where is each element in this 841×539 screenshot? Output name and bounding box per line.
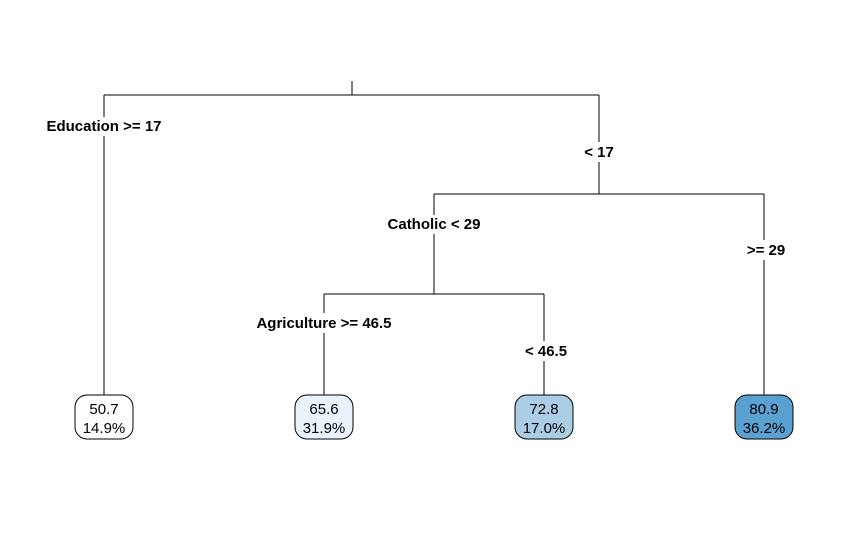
split-label-catholic-left: Catholic < 29	[388, 216, 481, 233]
split-label-education-right: < 17	[584, 144, 614, 161]
split-label-education-left: Education >= 17	[46, 118, 161, 135]
leaf-node: 72.8 17.0%	[514, 394, 574, 440]
split-label-agriculture-left: Agriculture >= 46.5	[256, 315, 391, 332]
leaf-node: 80.9 36.2%	[734, 394, 794, 440]
leaf-nodes: 50.7 14.9% 65.6 31.9% 72.8 17.0% 80.9 36…	[74, 394, 794, 440]
split-labels: Education >= 17 < 17 Catholic < 29 >= 29…	[46, 118, 785, 360]
leaf-value: 80.9	[749, 401, 778, 418]
leaf-percent: 36.2%	[743, 420, 786, 437]
leaf-node: 65.6 31.9%	[294, 394, 354, 440]
leaf-percent: 17.0%	[523, 420, 566, 437]
leaf-box	[294, 394, 354, 440]
leaf-value: 50.7	[89, 401, 118, 418]
split-label-catholic-right: >= 29	[747, 242, 785, 259]
leaf-node: 50.7 14.9%	[74, 394, 134, 440]
leaf-box	[514, 394, 574, 440]
split-label-agriculture-right: < 46.5	[525, 343, 567, 360]
leaf-percent: 14.9%	[83, 420, 126, 437]
leaf-box	[74, 394, 134, 440]
leaf-value: 72.8	[529, 401, 558, 418]
leaf-value: 65.6	[309, 401, 338, 418]
tree-edges	[103, 81, 765, 395]
leaf-percent: 31.9%	[303, 420, 346, 437]
leaf-box	[734, 394, 794, 440]
